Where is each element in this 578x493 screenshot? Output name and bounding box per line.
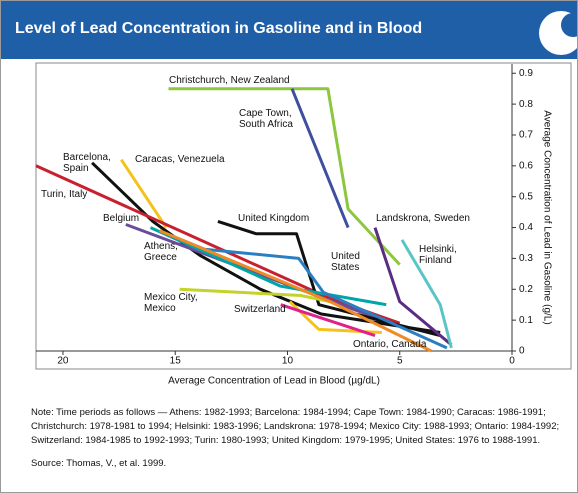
series-line: [125, 223, 392, 325]
source: Source: Thomas, V., et al. 1999.: [31, 458, 167, 469]
y-tick-label: 0.2: [519, 284, 533, 295]
series-label: Helsinki, Finland: [419, 244, 457, 266]
chart-title: Level of Lead Concentration in Gasoline …: [15, 20, 423, 37]
series-label: Barcelona, Spain: [63, 152, 111, 174]
series-label: United Kingdom: [238, 213, 310, 224]
x-tick-label: 5: [397, 356, 403, 367]
y-tick-label: 0.6: [519, 160, 533, 171]
series-line: [373, 227, 453, 346]
series-label: Cape Town, South Africa: [239, 108, 293, 130]
y-tick-label: 0.5: [519, 191, 533, 202]
series-line: [149, 226, 387, 307]
y-tick-label: 0.9: [519, 68, 533, 79]
y-axis-title: Average Concentration of Lead in Gasolin…: [541, 110, 552, 324]
series-label: Athens, Greece: [144, 241, 178, 263]
y-tick-label: 0.7: [519, 130, 533, 141]
series-line: [290, 88, 350, 229]
series-label: Ontario, Canada: [353, 339, 427, 350]
y-tick-label: 0.3: [519, 253, 533, 264]
series-label: Belgium: [103, 213, 140, 224]
series-label: Landskrona, Sweden: [376, 213, 470, 224]
series-label: Turin, Italy: [41, 189, 88, 200]
note: Note: Time periods as follows — Athens: …: [31, 407, 560, 446]
series-line: [91, 161, 441, 334]
x-tick-label: 0: [509, 356, 515, 367]
series-line: [158, 229, 432, 353]
logo-cut: [561, 13, 577, 37]
series-line: [217, 219, 441, 338]
header-band: [1, 1, 577, 59]
series-line: [280, 303, 376, 338]
x-axis-title: Average Concentration of Lead in Blood (…: [168, 376, 380, 387]
y-tick-label: 0.1: [519, 315, 533, 326]
series-label: Christchurch, New Zealand: [169, 75, 290, 86]
series-line: [400, 239, 453, 349]
y-tick-label: 0: [519, 346, 525, 357]
series-label: Mexico City, Mexico: [144, 292, 198, 314]
series-line: [168, 87, 401, 266]
series-label: Caracas, Venezuela: [135, 154, 225, 165]
series-label: Switzerland: [234, 304, 286, 315]
x-tick-label: 15: [170, 356, 182, 367]
y-tick-label: 0.4: [519, 222, 533, 233]
series-line: [179, 287, 331, 304]
plot-frame: [35, 62, 572, 370]
y-tick-label: 0.8: [519, 99, 533, 110]
x-tick-label: 10: [282, 356, 294, 367]
x-tick-label: 20: [57, 356, 69, 367]
series-label: United States: [331, 251, 360, 273]
